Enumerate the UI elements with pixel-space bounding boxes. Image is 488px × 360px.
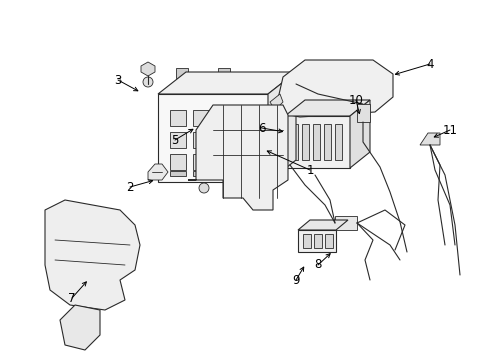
Bar [348,72,360,94]
Polygon shape [419,133,439,145]
Bar [193,171,208,176]
Circle shape [199,183,208,193]
Circle shape [105,220,115,230]
Bar [239,132,254,148]
Bar [216,132,231,148]
Bar [218,68,229,78]
Text: 3: 3 [114,73,122,86]
Bar [325,234,332,248]
Bar [239,154,254,170]
Bar [170,154,185,170]
Polygon shape [148,164,168,180]
Circle shape [199,155,208,165]
Polygon shape [356,104,369,122]
Bar [193,132,208,148]
Bar [216,171,231,176]
Polygon shape [187,105,287,210]
Text: 2: 2 [126,180,134,194]
Bar [334,216,356,230]
Text: 4: 4 [426,58,433,71]
Bar [170,171,185,176]
Bar [330,72,342,94]
Polygon shape [45,200,140,310]
Bar [193,154,208,170]
Bar [216,110,231,126]
Bar [158,94,267,182]
Bar [313,234,321,248]
Polygon shape [141,62,155,76]
Polygon shape [60,305,100,350]
Bar [290,124,297,160]
Bar [297,230,335,252]
Bar [312,124,319,160]
Bar [334,124,341,160]
Polygon shape [285,100,369,116]
Bar [216,154,231,170]
Bar [303,234,310,248]
Text: 11: 11 [442,123,457,136]
Bar [239,171,254,176]
Bar [239,110,254,126]
Polygon shape [297,220,347,230]
Polygon shape [158,72,295,94]
Bar [176,68,187,78]
Circle shape [95,275,105,285]
Polygon shape [349,100,369,168]
Polygon shape [267,72,295,182]
Circle shape [65,220,75,230]
Circle shape [142,77,153,87]
Bar [170,132,185,148]
Text: 1: 1 [305,163,313,176]
Text: 6: 6 [258,122,265,135]
Text: 8: 8 [314,258,321,271]
Text: 10: 10 [348,94,363,107]
Text: 7: 7 [68,292,76,305]
Bar [312,72,325,94]
Bar [170,110,185,126]
Circle shape [55,265,65,275]
Bar [302,124,308,160]
Bar [193,110,208,126]
Bar [285,116,349,168]
Bar [324,124,330,160]
Polygon shape [269,94,283,110]
Polygon shape [274,60,392,117]
Text: 5: 5 [171,134,178,147]
Text: 9: 9 [292,274,299,287]
